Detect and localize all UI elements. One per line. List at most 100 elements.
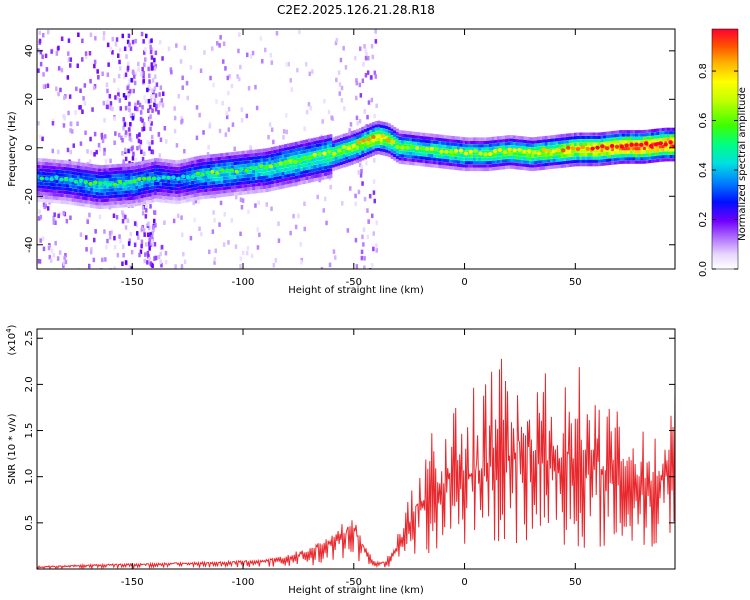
spectrogram-ridge-cell (661, 131, 665, 135)
spectrogram-ridge-cell (361, 147, 365, 151)
spectrogram-ridge-cell (473, 164, 476, 168)
spectrogram-ridge-cell (566, 160, 569, 164)
spectrogram-ridge-cell (225, 166, 229, 170)
spectrogram-ridge-cell (201, 165, 205, 169)
spectrogram-ridge-cell (172, 190, 176, 194)
spectrogram-noise-cell (120, 135, 123, 140)
spectrogram-noise-cell (150, 55, 154, 60)
spectrogram-ridge-cell (100, 195, 104, 199)
spectrogram-ridge-cell (244, 160, 248, 164)
spectrogram-ridge-cell (326, 145, 330, 149)
spectrogram-ridge-cell (667, 158, 670, 162)
spectrogram-ridge-cell (494, 146, 498, 150)
spectrogram-noise-cell (64, 259, 68, 265)
spectrogram-ridge-cell (228, 193, 232, 197)
spectrogram-ridge-cell (449, 159, 452, 163)
spectrogram-ridge-cell (255, 190, 258, 194)
spectrogram-ridge-cell (425, 133, 429, 137)
spectrogram-ridge-cell (353, 160, 357, 164)
spectrogram-ridge-cell (510, 158, 514, 162)
spectrogram-ridge-cell (531, 140, 535, 144)
spectrogram-ridge-cell (297, 168, 301, 172)
spectrogram-ridge-cell (76, 165, 80, 169)
spectrogram-noise-cell (148, 246, 151, 251)
spectrogram-noise-cell (102, 31, 106, 36)
spectrogram-ridge-cell (119, 190, 123, 195)
spectrogram-ridge-cell (433, 164, 437, 168)
spectrogram-ridge-cell (667, 148, 670, 152)
spectrogram-ridge-cell (539, 160, 543, 164)
spectrogram-ridge-cell (605, 148, 609, 152)
spectrogram-ridge-cell (207, 154, 211, 158)
spectrogram-noise-cell (275, 31, 279, 36)
spectrogram-noise-cell (148, 257, 151, 262)
spectrogram-ridge-cell (270, 187, 274, 191)
spectrogram-ridge-cell (169, 197, 173, 201)
spectrogram-ridge-cell (39, 192, 43, 196)
spectrogram-peak-cell (371, 135, 376, 139)
snr-xtick-label: -150 (121, 577, 144, 588)
spectrogram-ridge-cell (560, 157, 564, 162)
spectrogram-ridge-cell (324, 176, 328, 180)
spectrogram-ridge-cell (305, 166, 309, 170)
spectrogram-ridge-cell (204, 158, 208, 162)
spectrogram-ridge-cell (348, 155, 351, 159)
spectrogram-ridge-cell (316, 150, 320, 154)
spectrogram-ridge-cell (114, 198, 118, 202)
spectrogram-ridge-cell (252, 190, 256, 194)
spectrogram-ridge-cell (188, 157, 192, 161)
spectrogram-ridge-cell (156, 175, 160, 179)
spectrogram-ridge-cell (302, 150, 306, 154)
spectrogram-noise-cell (173, 115, 177, 121)
spectrogram-ridge-cell (433, 157, 437, 161)
spectrogram-ridge-cell (393, 137, 397, 141)
spectrogram-ridge-cell (398, 140, 402, 144)
spectrogram-ridge-cell (595, 139, 599, 143)
spectrogram-ridge-cell (379, 145, 383, 149)
spectrogram-ridge-cell (358, 158, 362, 162)
spectrogram-noise-cell (365, 161, 368, 166)
spectrogram-ridge-cell (45, 162, 48, 166)
spectrogram-noise-cell (371, 213, 374, 219)
spectrogram-ridge-cell (82, 169, 86, 173)
spectrogram-noise-cell (88, 263, 91, 269)
spectrogram-ridge-cell (135, 185, 139, 190)
spectrogram-ridge-cell (114, 194, 118, 198)
spectrogram-ridge-cell (193, 187, 197, 191)
spectrogram-ridge-cell (241, 178, 245, 182)
spectrogram-noise-cell (151, 140, 154, 145)
spectrogram-ridge-cell (616, 147, 620, 151)
spectrogram-ridge-cell (247, 174, 250, 178)
spectrogram-ridge-cell (247, 163, 250, 167)
spectrogram-ridge-cell (494, 163, 498, 167)
spectrogram-ridge-cell (82, 200, 86, 204)
spectrogram-ridge-cell (401, 150, 405, 154)
spectrogram-noise-cell (363, 44, 366, 49)
spectrogram-ridge-cell (478, 167, 482, 172)
spectrogram-noise-cell (52, 253, 56, 258)
spectrogram-ridge-cell (374, 127, 378, 131)
spectrogram-ridge-cell (393, 126, 397, 131)
spectrogram-ridge-cell (664, 137, 668, 141)
spectrogram-noise-cell (42, 84, 46, 90)
spectrogram-ridge-cell (233, 172, 237, 176)
spectrogram-ridge-cell (393, 157, 397, 161)
spectrogram-ridge-cell (84, 163, 88, 167)
spectrogram-ridge-cell (310, 162, 314, 166)
spectrogram-ridge-cell (154, 192, 157, 196)
spectrogram-ridge-cell (111, 177, 115, 182)
spectrogram-noise-cell (63, 115, 66, 121)
spectrogram-ridge-cell (648, 153, 652, 157)
spectrogram-ridge-cell (605, 141, 609, 145)
spectrogram-peak-cell (68, 177, 74, 182)
spectrogram-noise-cell (56, 149, 60, 155)
spectrogram-ridge-cell (539, 146, 543, 150)
spectrogram-peak-cell (312, 152, 317, 157)
spectrogram-ridge-cell (255, 152, 258, 156)
spectrogram-ridge-cell (114, 204, 118, 209)
spectrogram-ridge-cell (180, 159, 184, 163)
spectrogram-ridge-cell (632, 133, 636, 137)
spectrogram-ridge-cell (167, 162, 171, 166)
spectrogram-ridge-cell (637, 147, 641, 151)
spectrogram-ridge-cell (278, 179, 282, 183)
